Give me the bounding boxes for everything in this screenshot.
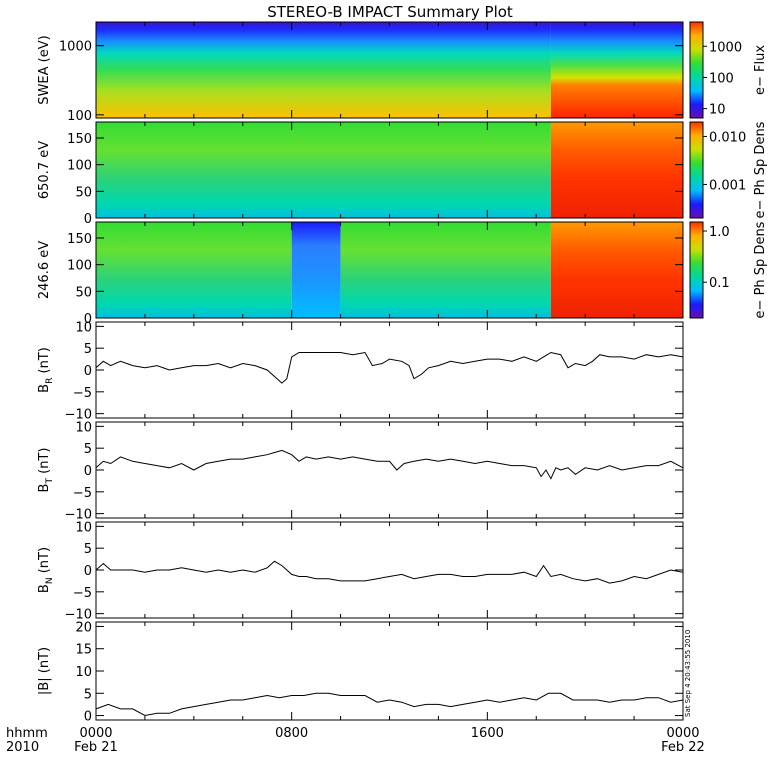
bmag-ytick-label: 10 bbox=[75, 665, 92, 680]
swea-ytick-label: 1000 bbox=[59, 40, 92, 55]
pad246-colorbar bbox=[689, 221, 704, 319]
bt-ylabel: BT (nT) bbox=[37, 448, 55, 493]
pad650-ylabel: 650.7 eV bbox=[37, 141, 52, 199]
pad650-regime-1 bbox=[550, 122, 683, 218]
swea-cbtick-label: 100 bbox=[709, 71, 734, 86]
br-ytick-label: 5 bbox=[84, 342, 92, 357]
x-tick-label-2: 1600 bbox=[471, 726, 504, 741]
pad246-regime-1 bbox=[291, 222, 341, 318]
bmag-ytick-label: 5 bbox=[84, 687, 92, 702]
panel-pad650: 0.001 0.010 e− Ph Sp Dens 0 50 100 150 650.7 eV bbox=[37, 121, 768, 227]
bt-ytick-label: 10 bbox=[75, 420, 92, 435]
bmag-ytick-label: 20 bbox=[75, 620, 92, 635]
pad246-colorbar-label: e− Ph Sp Dens bbox=[753, 221, 768, 318]
pad650-ytick-label: 100 bbox=[67, 159, 92, 174]
generation-timestamp: Sat Sep 4 20:43:55 2010 bbox=[684, 630, 692, 717]
bn-ytick-label: 5 bbox=[84, 542, 92, 557]
x-axis-unit-label: hhmm bbox=[6, 726, 48, 741]
x-axis-year-label: 2010 bbox=[6, 740, 39, 755]
pad650-colorbar bbox=[689, 121, 704, 219]
bmag-frame bbox=[95, 621, 684, 721]
x-tick-date-3: Feb 22 bbox=[661, 740, 705, 755]
pad246-ylabel: 246.6 eV bbox=[37, 241, 52, 299]
br-ylabel: BR (nT) bbox=[37, 347, 55, 393]
pad246-regime-0 bbox=[96, 222, 292, 318]
bt-ytick-label: −5 bbox=[73, 486, 92, 501]
swea-ylabel: SWEA (eV) bbox=[37, 35, 52, 104]
pad650-ytick-label: 50 bbox=[75, 185, 92, 200]
bt-ytick-label: 5 bbox=[84, 442, 92, 457]
pad246-regime-3 bbox=[550, 222, 683, 318]
bn-series-line bbox=[95, 560, 684, 584]
panel-swea: 10 100 1000 e− Flux 100 1000 SWEA (eV) bbox=[37, 21, 768, 124]
br-ytick-label: −5 bbox=[73, 386, 92, 401]
bn-ytick-label: −10 bbox=[65, 608, 92, 623]
pad650-ytick-label: 0 bbox=[84, 212, 92, 227]
x-tick-label-0: 0000 bbox=[79, 726, 112, 741]
plot-title: STEREO-B IMPACT Summary Plot bbox=[267, 3, 513, 21]
bn-ytick-label: 0 bbox=[84, 564, 92, 579]
pad246-ytick-label: 0 bbox=[84, 312, 92, 327]
panel-pad246: 0.1 1.0 e− Ph Sp Dens 0 50 100 150 246.6 eV bbox=[37, 221, 768, 327]
pad246-ytick-label: 100 bbox=[67, 259, 92, 274]
swea-regime-0 bbox=[96, 22, 551, 118]
br-ytick-label: −10 bbox=[65, 408, 92, 423]
x-tick-date-0: Feb 21 bbox=[74, 740, 118, 755]
bn-ytick-label: 10 bbox=[75, 520, 92, 535]
bt-ytick-label: 0 bbox=[84, 464, 92, 479]
swea-colorbar bbox=[689, 21, 704, 119]
pad650-colorbar-label: e− Ph Sp Dens bbox=[753, 121, 768, 218]
bn-ylabel: BN (nT) bbox=[37, 547, 55, 593]
swea-ytick-label: 100 bbox=[67, 109, 92, 124]
pad246-ytick-label: 150 bbox=[67, 232, 92, 247]
panel-bmag: 0 5 10 15 20 |B| (nT) bbox=[37, 620, 684, 725]
panel-bn: −10 −5 0 5 10 BN (nT) bbox=[37, 520, 684, 623]
swea-cbtick-label: 10 bbox=[709, 103, 726, 118]
pad246-cbtick-label: 1.0 bbox=[709, 225, 730, 240]
bmag-series-line bbox=[95, 692, 684, 717]
pad650-regime-0 bbox=[96, 122, 551, 218]
pad650-cbtick-label: 0.001 bbox=[709, 178, 746, 193]
x-tick-label-3: 0000 bbox=[666, 726, 699, 741]
x-tick-label-1: 0800 bbox=[275, 726, 308, 741]
pad246-ytick-label: 50 bbox=[75, 285, 92, 300]
br-ytick-label: 0 bbox=[84, 364, 92, 379]
bt-series-line bbox=[95, 449, 684, 480]
pad650-cbtick-label: 0.010 bbox=[709, 130, 746, 145]
bn-ytick-label: −5 bbox=[73, 586, 92, 601]
pad650-ytick-label: 150 bbox=[67, 132, 92, 147]
pad246-regime-2 bbox=[340, 222, 551, 318]
pad246-cbtick-label: 0.1 bbox=[709, 276, 730, 291]
bn-frame bbox=[95, 521, 684, 619]
bt-ytick-label: −10 bbox=[65, 508, 92, 523]
swea-colorbar-label: e− Flux bbox=[753, 45, 768, 95]
br-ytick-label: 10 bbox=[75, 320, 92, 335]
br-series-line bbox=[95, 351, 684, 384]
panel-br: −10 −5 0 5 10 BR (nT) bbox=[37, 320, 684, 423]
bmag-ytick-label: 15 bbox=[75, 643, 92, 658]
bmag-ylabel: |B| (nT) bbox=[37, 647, 52, 695]
panel-bt: −10 −5 0 5 10 BT (nT) bbox=[37, 420, 684, 523]
bmag-ytick-label: 0 bbox=[84, 710, 92, 725]
swea-regime-1 bbox=[550, 22, 683, 118]
br-frame bbox=[95, 321, 684, 419]
swea-cbtick-label: 1000 bbox=[709, 40, 742, 55]
